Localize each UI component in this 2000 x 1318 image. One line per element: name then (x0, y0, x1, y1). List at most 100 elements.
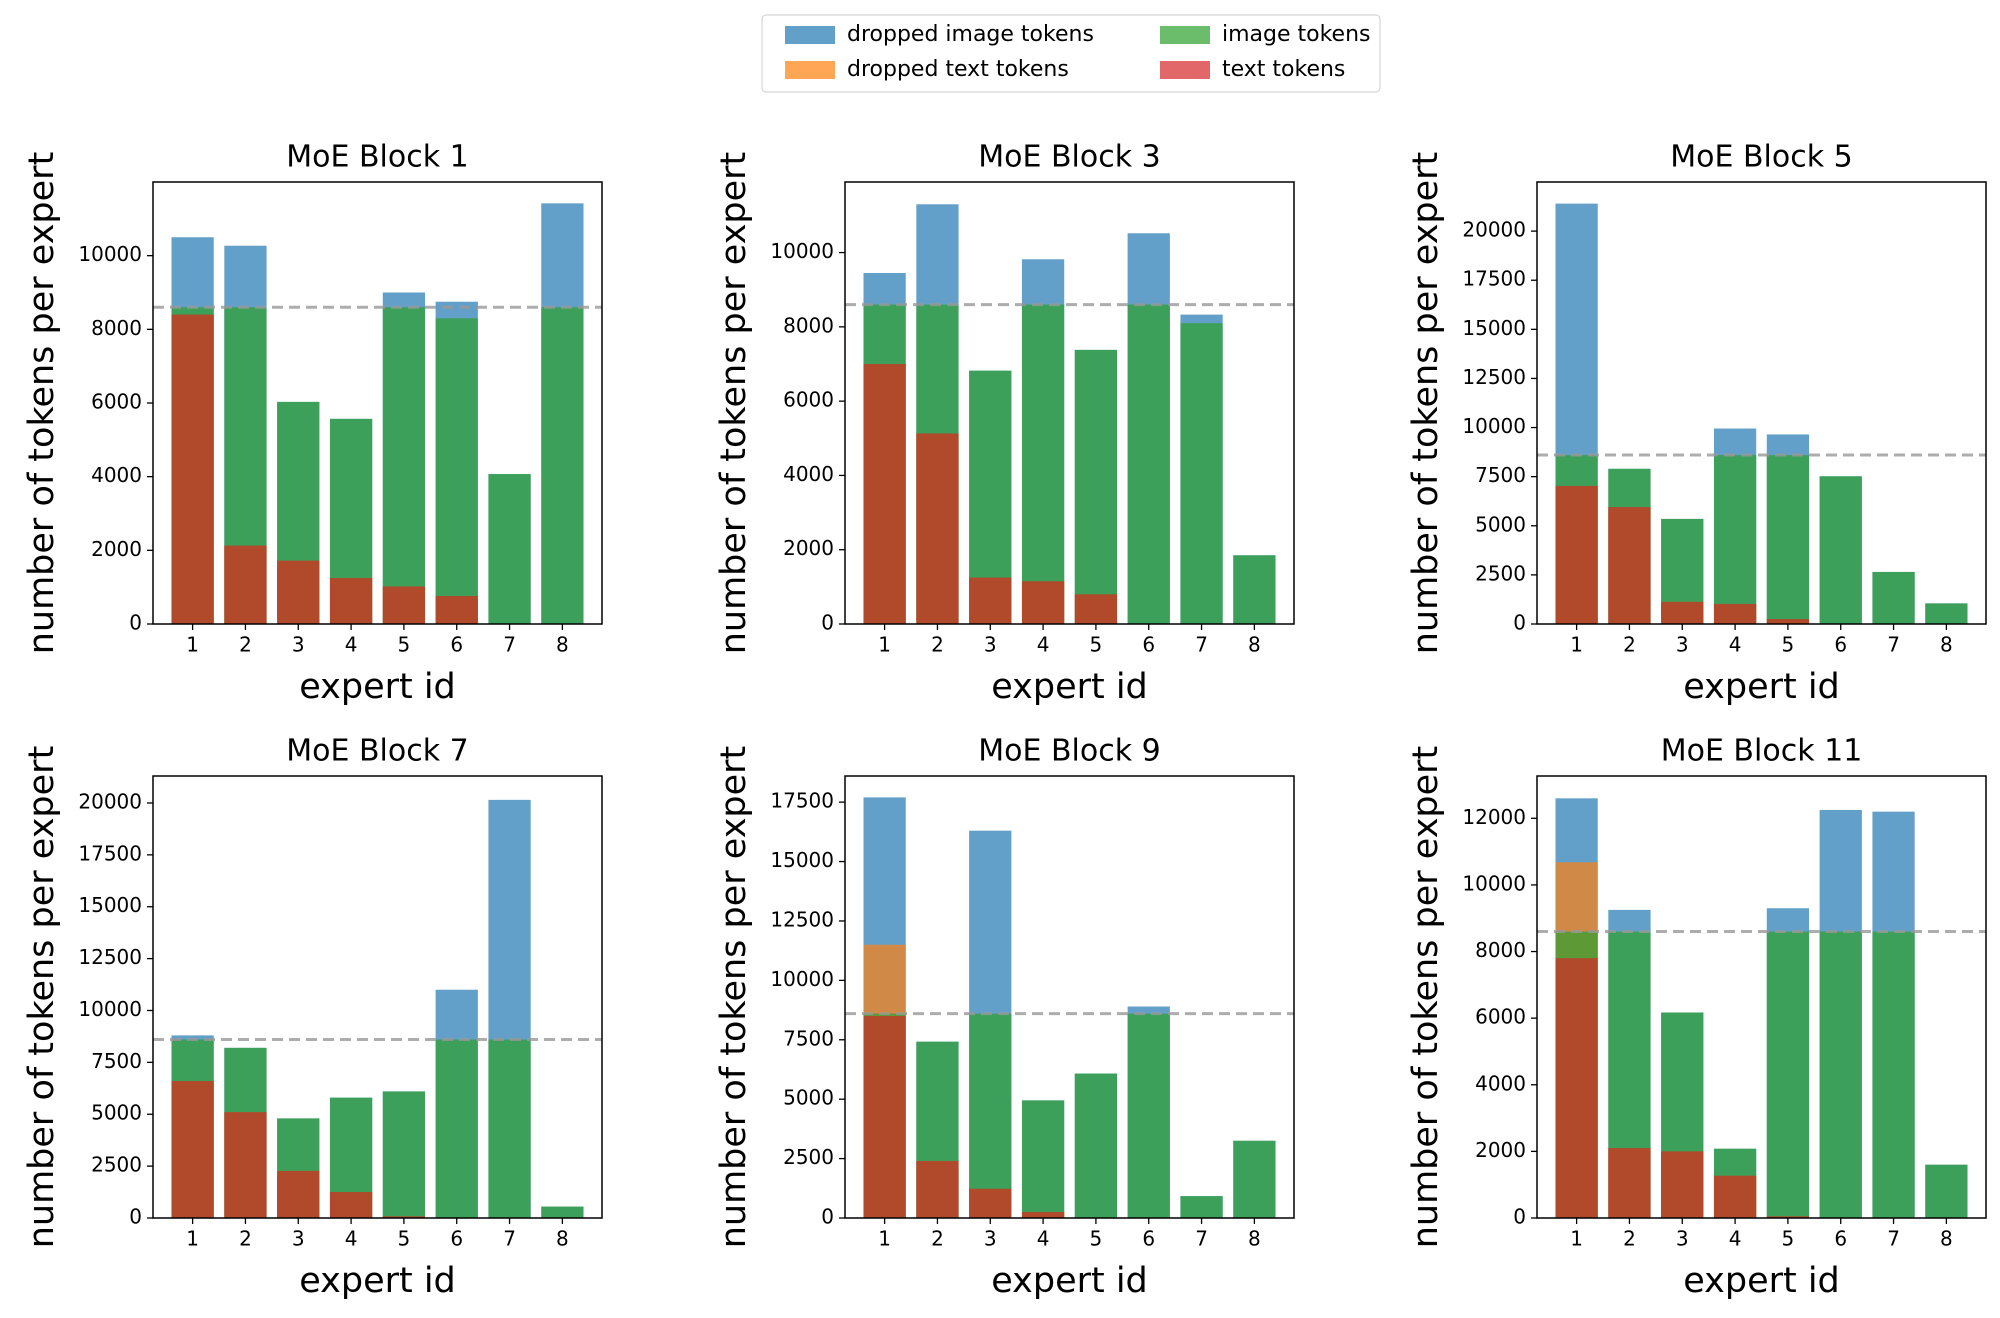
bar (1233, 555, 1276, 624)
x-tick-label: 3 (1676, 1227, 1689, 1251)
x-axis-label: expert id (299, 1261, 456, 1301)
y-tick-label: 2500 (91, 1153, 142, 1177)
y-tick-label: 10000 (78, 242, 142, 266)
y-axis-label: number of tokens per expert (1406, 746, 1446, 1249)
x-tick-label: 1 (1570, 633, 1583, 657)
bar (1127, 1013, 1170, 1218)
bar (1872, 931, 1915, 1218)
bar (1127, 304, 1170, 624)
legend-label: image tokens (1222, 22, 1371, 47)
y-axis-label: number of tokens per expert (714, 152, 754, 655)
x-tick-label: 1 (1570, 1227, 1583, 1251)
y-tick-label: 5000 (1475, 512, 1526, 536)
y-axis-label: number of tokens per expert (22, 746, 62, 1249)
bar (1713, 455, 1757, 624)
bar (1180, 1196, 1223, 1218)
x-tick-label: 5 (1090, 633, 1103, 657)
y-tick-label: 7500 (91, 1049, 142, 1073)
bar (541, 1206, 584, 1218)
y-tick-label: 0 (1513, 1205, 1526, 1229)
x-tick-label: 1 (186, 633, 199, 657)
bar (1555, 485, 1598, 624)
x-tick-label: 2 (239, 1227, 252, 1251)
y-tick-label: 6000 (1475, 1005, 1526, 1029)
x-tick-label: 6 (1142, 1227, 1155, 1251)
axes-frame (844, 775, 1295, 1219)
bar (1766, 619, 1810, 624)
bar (382, 307, 426, 624)
bar (1819, 931, 1862, 1218)
axes-frame (1536, 775, 1987, 1219)
y-tick-label: 7500 (783, 1026, 834, 1050)
axes-frame (152, 181, 603, 625)
legend-swatch (1160, 26, 1210, 44)
bar (1661, 601, 1704, 624)
bar (1180, 323, 1223, 624)
y-tick-label: 6000 (783, 388, 834, 412)
y-tick-label: 2500 (783, 1145, 834, 1169)
bar (1608, 507, 1651, 624)
bar (382, 1216, 426, 1218)
bar (277, 560, 320, 624)
x-tick-label: 2 (931, 1227, 944, 1251)
chart-title: MoE Block 9 (978, 734, 1161, 769)
bar (435, 1039, 478, 1218)
y-tick-label: 8000 (1475, 938, 1526, 962)
legend-label: text tokens (1222, 57, 1345, 82)
x-tick-label: 8 (556, 633, 569, 657)
y-tick-label: 17500 (78, 841, 142, 865)
x-tick-label: 6 (1834, 1227, 1847, 1251)
bar (224, 545, 267, 624)
x-tick-label: 1 (878, 633, 891, 657)
y-tick-label: 7500 (1475, 463, 1526, 487)
bar (916, 433, 959, 624)
bar (1661, 1151, 1704, 1218)
y-tick-label: 8000 (783, 313, 834, 337)
bar (329, 577, 373, 624)
axes-frame (1536, 181, 1987, 625)
x-tick-label: 1 (878, 1227, 891, 1251)
y-tick-label: 5000 (91, 1101, 142, 1125)
y-tick-label: 8000 (91, 316, 142, 340)
x-tick-label: 7 (1195, 633, 1208, 657)
legend-label: dropped image tokens (847, 22, 1094, 47)
legend-box (761, 14, 1381, 93)
x-tick-label: 6 (450, 633, 463, 657)
x-tick-label: 4 (1729, 633, 1742, 657)
bar (1021, 1100, 1065, 1218)
bar (1233, 1140, 1276, 1218)
x-tick-label: 6 (450, 1227, 463, 1251)
y-tick-label: 0 (129, 1205, 142, 1229)
bar (171, 314, 214, 624)
x-tick-label: 5 (1782, 1227, 1795, 1251)
x-tick-label: 7 (1195, 1227, 1208, 1251)
legend-label: dropped text tokens (847, 57, 1069, 82)
bar (1713, 603, 1757, 624)
y-tick-label: 10000 (1462, 414, 1526, 438)
bar (435, 318, 478, 624)
y-tick-label: 2000 (1475, 1138, 1526, 1162)
x-tick-label: 5 (1782, 633, 1795, 657)
bar (1766, 455, 1810, 624)
x-tick-label: 2 (239, 633, 252, 657)
x-axis-label: expert id (991, 1261, 1148, 1301)
legend-swatch (1160, 61, 1210, 79)
legend-swatch (785, 26, 835, 44)
y-tick-label: 2500 (1475, 561, 1526, 585)
x-tick-label: 8 (556, 1227, 569, 1251)
bar (1074, 1073, 1118, 1218)
x-tick-label: 6 (1834, 633, 1847, 657)
x-tick-label: 4 (1037, 633, 1050, 657)
x-tick-label: 2 (1623, 633, 1636, 657)
y-tick-label: 0 (1513, 611, 1526, 635)
chart-title: MoE Block 1 (286, 140, 469, 175)
bar (488, 474, 531, 624)
y-tick-label: 2000 (783, 536, 834, 560)
x-tick-label: 4 (345, 633, 358, 657)
x-tick-label: 2 (1623, 1227, 1636, 1251)
y-tick-label: 0 (129, 611, 142, 635)
y-tick-label: 17500 (770, 789, 834, 813)
y-tick-label: 10000 (1462, 871, 1526, 895)
x-axis-label: expert id (299, 667, 456, 707)
